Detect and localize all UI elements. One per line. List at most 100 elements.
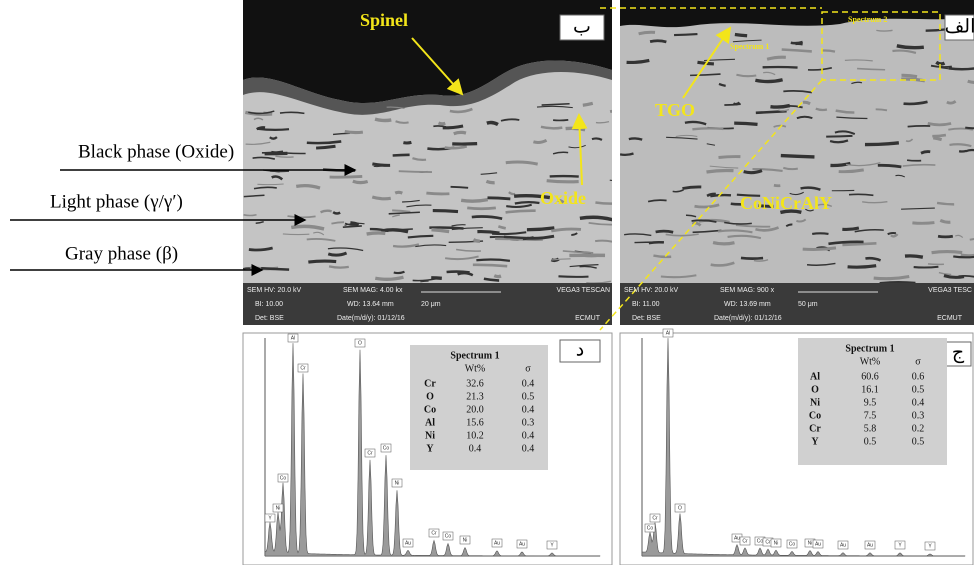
table-cell: 0.6 [912,371,925,382]
table-cell: 20.0 [466,404,484,415]
panel-label: ج [952,342,965,363]
texture [431,278,442,279]
peak-label: Au [815,541,821,547]
info-text: WD: 13.69 mm [724,301,771,308]
texture [826,136,852,137]
annotation: Spinel [360,10,408,30]
table-cell: Al [810,371,820,382]
texture [791,42,803,43]
peak-label: Al [291,335,295,341]
table-cell: Al [425,417,435,428]
texture [734,123,757,124]
texture [308,261,336,262]
texture [350,223,358,225]
info-text: Det: BSE [255,315,284,322]
texture [620,153,633,154]
texture [375,119,391,120]
texture [257,129,289,130]
table-title: Spectrum 1 [450,350,499,361]
table-cell: Ni [425,430,435,441]
annotation: Spectrum 1 [730,42,769,51]
info-text: 20 μm [421,301,441,308]
annotation: Oxide [540,188,586,208]
table-cell: 0.4 [522,430,535,441]
annotation: CoNiCrAlY [740,193,832,213]
peak-label: Au [734,535,740,541]
table-header: σ [525,363,531,374]
peak-label: Cr [431,530,437,536]
texture [816,109,827,110]
texture [888,233,896,234]
texture [433,126,446,127]
info-text: SEM MAG: 900 x [720,287,775,294]
table-cell: 0.3 [522,417,535,428]
panel-label: د [576,339,584,360]
peak-label: O [678,505,682,511]
texture [595,203,619,204]
table-cell: 0.5 [864,436,877,447]
info-text: VEGA3 TESCAN [556,287,610,294]
table-title: Spectrum 1 [845,343,894,354]
peak-label: O [358,340,362,346]
table-cell: 21.3 [466,391,484,402]
table-header: Wt% [465,363,486,374]
texture [966,150,974,151]
texture [842,228,859,229]
peak-label: Ni [395,480,400,486]
texture [439,123,446,124]
table-cell: 0.5 [522,391,535,402]
peak-label: Au [519,541,525,547]
texture [451,187,469,188]
texture [494,276,501,277]
peak-label: Cr [652,515,658,521]
phase-label: Gray phase (β) [65,243,178,264]
table-cell: Ni [810,397,820,408]
texture [653,256,671,257]
texture [473,240,479,242]
texture [395,192,402,193]
texture [735,35,747,36]
texture [706,170,733,172]
peak-label: Au [840,542,846,548]
texture [713,243,734,244]
texture [488,198,511,199]
table-header: Wt% [860,356,881,367]
peak-label: Au [867,542,873,548]
table-cell: 0.5 [912,384,925,395]
texture [741,258,763,259]
table-cell: 10.2 [466,430,484,441]
texture [905,256,923,257]
texture [914,267,939,268]
info-text: ECMUT [575,315,601,322]
table-cell: 0.3 [912,410,925,421]
table-cell: 0.4 [469,443,482,454]
texture [367,233,386,234]
annotation: Spectrum 2 [848,15,887,24]
info-text: SEM HV: 20.0 kV [247,287,302,294]
texture [467,208,496,209]
table-cell: 9.5 [864,397,877,408]
texture [547,181,579,182]
texture [961,254,974,256]
texture [803,102,810,103]
peak-label: Cr [765,539,771,545]
texture [461,200,488,202]
texture [583,103,593,105]
table-cell: 32.6 [466,378,484,389]
texture [928,123,951,124]
texture [426,193,449,194]
texture [345,132,363,133]
texture [433,211,458,212]
texture [316,146,335,148]
info-text: BI: 11.00 [632,301,660,308]
texture [968,81,974,82]
texture [878,165,902,167]
panel-label: الف [945,16,974,37]
peak-label: Cr [367,450,373,456]
info-text: Det: BSE [632,315,661,322]
peak-label: Ni [808,540,813,546]
peak-label: Co [383,445,390,451]
table-cell: Y [426,443,434,454]
texture [504,237,535,238]
phase-label: Black phase (Oxide) [78,141,234,162]
